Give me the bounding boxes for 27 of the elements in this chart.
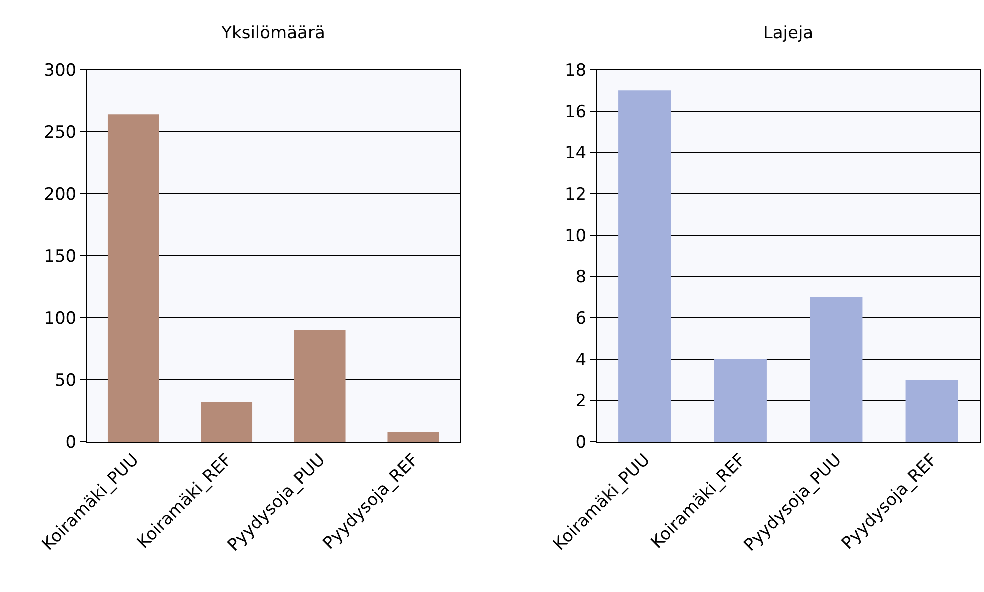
bar (810, 297, 863, 442)
y-tick-label: 10 (564, 226, 587, 246)
bar (618, 90, 672, 442)
y-tick-label: 12 (564, 184, 587, 205)
y-tick-label: 4 (576, 350, 587, 370)
y-tick-label: 0 (66, 432, 77, 453)
y-tick-label: 100 (44, 308, 77, 329)
bar (294, 330, 346, 442)
bar (108, 114, 160, 442)
y-tick-label: 6 (576, 308, 587, 329)
y-tick-label: 16 (564, 102, 587, 122)
bar (388, 432, 440, 442)
y-tick-label: 250 (44, 122, 77, 143)
bar (714, 359, 767, 442)
y-tick-label: 8 (576, 268, 587, 288)
y-tick-label: 150 (44, 246, 77, 267)
y-tick-label: 50 (54, 370, 77, 391)
y-tick-label: 200 (44, 184, 77, 205)
y-tick-label: 14 (564, 144, 587, 164)
y-tick-label: 18 (564, 60, 587, 81)
bar (906, 380, 958, 442)
bar (201, 402, 253, 442)
y-tick-label: 0 (576, 432, 587, 453)
y-tick-label: 300 (44, 60, 77, 81)
chart-title: Yksilömäärä (220, 24, 326, 44)
chart-title: Lajeja (763, 24, 814, 44)
y-tick-label: 2 (576, 392, 587, 412)
